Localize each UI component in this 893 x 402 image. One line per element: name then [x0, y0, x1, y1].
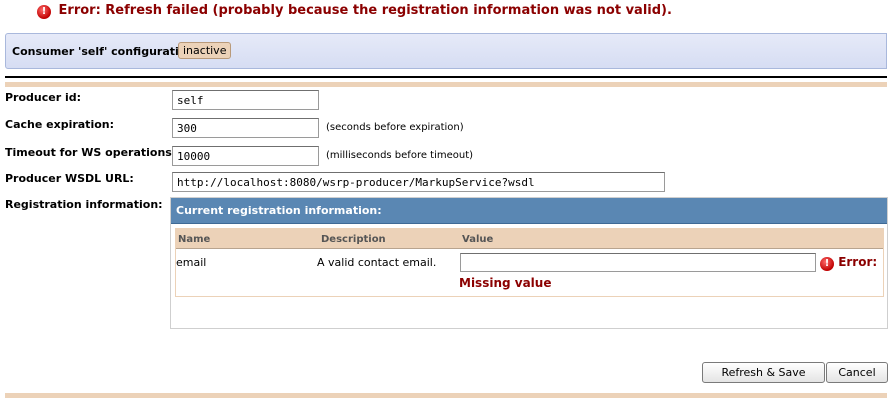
column-description: Description: [321, 234, 386, 245]
error-icon: !: [820, 257, 834, 271]
timeout-hint: (milliseconds before timeout): [326, 150, 474, 161]
producer-id-label: Producer id:: [5, 91, 82, 104]
cancel-button[interactable]: Cancel: [826, 362, 888, 383]
page-title: Consumer 'self' configuration: [12, 45, 195, 58]
registration-label: Registration information:: [5, 198, 163, 211]
cache-expiration-label: Cache expiration:: [5, 118, 115, 131]
divider: [5, 76, 887, 78]
registration-box: Current registration information: Name D…: [170, 197, 888, 329]
consumer-header: Consumer 'self' configuration inactive: [5, 33, 887, 69]
table-row: email A valid contact email. ! Error: Mi…: [176, 249, 883, 296]
column-value: Value: [462, 234, 494, 245]
producer-id-input[interactable]: self: [172, 90, 319, 110]
email-value-input[interactable]: [460, 253, 816, 272]
timeout-input[interactable]: 10000: [172, 146, 319, 166]
column-name: Name: [178, 234, 211, 245]
error-banner-text: Error: Refresh failed (probably because …: [58, 3, 672, 18]
field-error: ! Error:: [820, 255, 877, 271]
error-icon: !: [37, 5, 51, 19]
row-description: A valid contact email.: [317, 256, 437, 269]
divider-tan: [5, 82, 887, 87]
footer-divider: [5, 393, 887, 398]
error-banner: ! Error: Refresh failed (probably becaus…: [37, 3, 672, 19]
cache-expiration-hint: (seconds before expiration): [326, 122, 464, 133]
cache-expiration-input[interactable]: 300: [172, 118, 319, 138]
refresh-save-button[interactable]: Refresh & Save: [702, 362, 825, 383]
row-name: email: [176, 256, 207, 269]
status-badge: inactive: [178, 42, 232, 59]
missing-value-message: Missing value: [459, 276, 552, 290]
wsdl-url-input[interactable]: http://localhost:8080/wsrp-producer/Mark…: [172, 172, 665, 192]
timeout-label: Timeout for WS operations:: [5, 146, 177, 159]
field-error-label: Error:: [838, 255, 878, 269]
registration-box-title: Current registration information:: [171, 198, 887, 224]
table-header: Name Description Value: [176, 229, 883, 249]
wsdl-url-label: Producer WSDL URL:: [5, 172, 134, 185]
registration-table: Name Description Value email A valid con…: [175, 228, 884, 297]
